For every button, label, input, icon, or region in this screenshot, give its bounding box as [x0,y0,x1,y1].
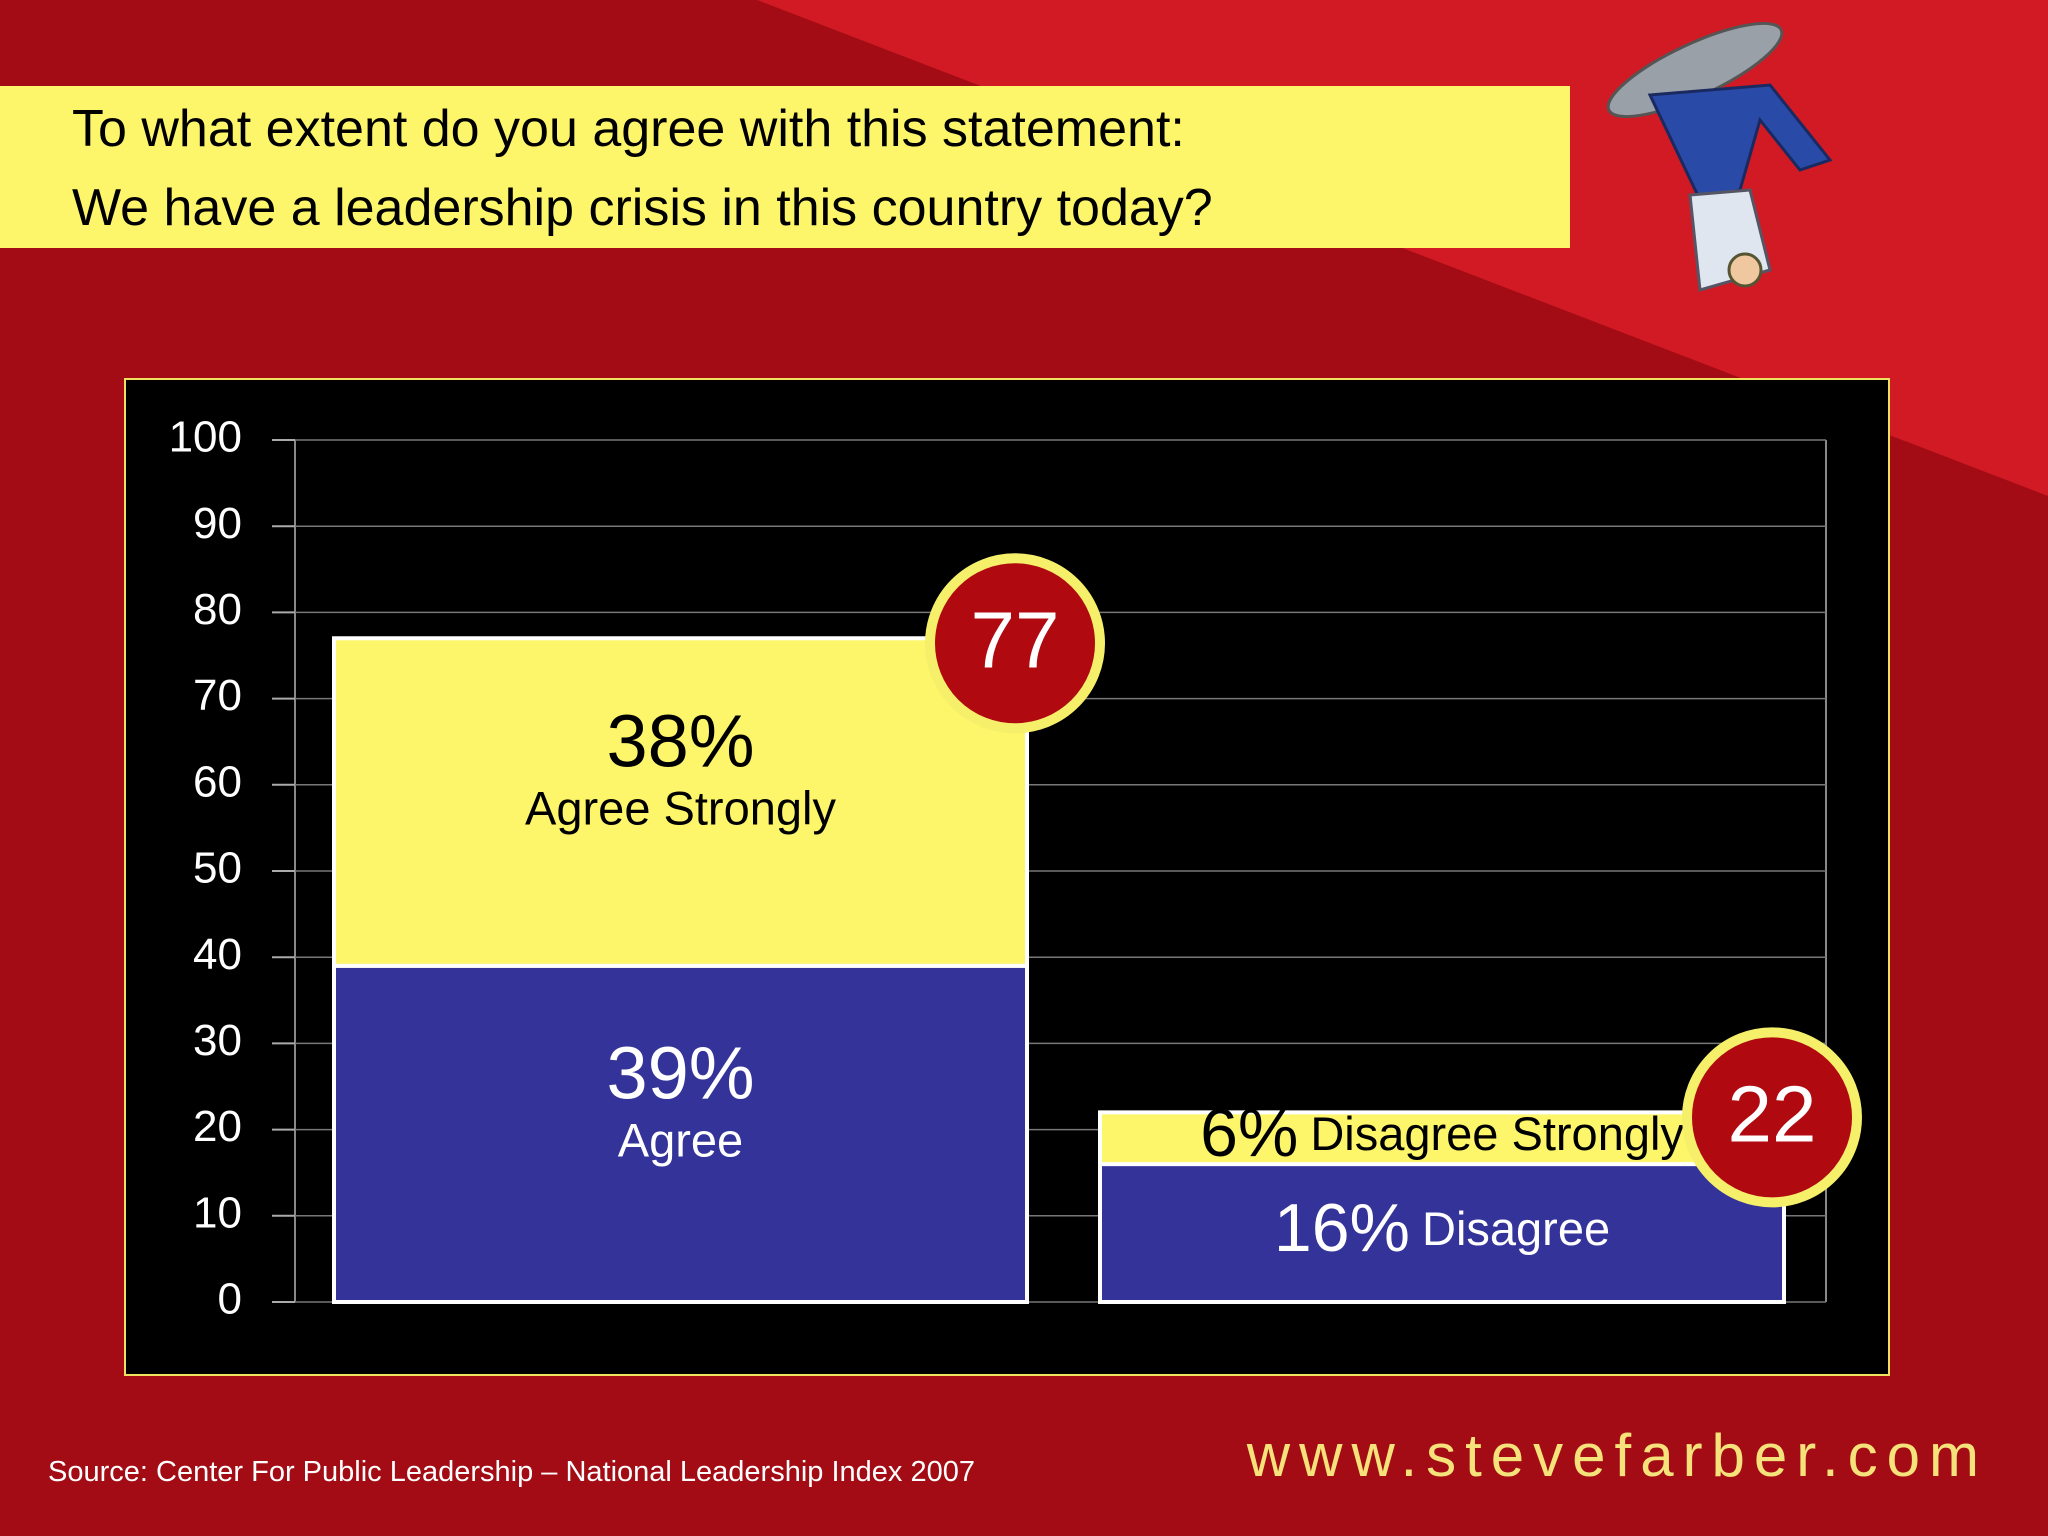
segment-text: 6% Disagree Strongly [1200,1095,1684,1171]
y-tick-label: 10 [193,1188,242,1237]
illustration [1606,21,1833,292]
y-tick-label: 60 [193,757,242,806]
title-line: To what extent do you agree with this st… [72,100,1185,158]
title-line: We have a leadership crisis in this coun… [72,179,1213,237]
y-tick-label: 20 [193,1102,242,1151]
value-label: 6% [1200,1095,1298,1171]
segment-label: Disagree [1422,1202,1610,1255]
total-badge [1682,1027,1862,1208]
segment-label: Agree [618,1113,743,1166]
y-tick-label: 50 [193,844,242,893]
y-tick-label: 30 [193,1016,242,1065]
bar-segment [332,963,1029,1304]
website: www.stevefarber.com [1246,1422,1988,1489]
total-badge [925,553,1105,734]
segment-label: Disagree Strongly [1310,1108,1684,1161]
plot: 0 10 20 30 40 50 60 70 80 90 100 39%Agree 38%Agree S… [169,413,1862,1324]
value-label: 16% [1274,1190,1410,1266]
y-tick-label: 100 [169,413,242,462]
segment-label: Agree Strongly [525,781,836,834]
y-tick-label: 90 [193,499,242,548]
segment-text: 16% Disagree [1274,1190,1610,1266]
title-band [0,86,1570,248]
value-label: 38% [606,700,754,783]
bar-segment [332,636,1029,968]
y-tick-label: 40 [193,930,242,979]
value-label: 39% [606,1031,754,1114]
y-tick-label: 0 [218,1275,242,1324]
total-label: 77 [971,595,1060,684]
source: Source: Center For Public Leadership – N… [48,1456,975,1488]
y-tick-label: 70 [193,671,242,720]
y-tick-label: 80 [193,585,242,634]
total-label: 22 [1728,1069,1817,1158]
